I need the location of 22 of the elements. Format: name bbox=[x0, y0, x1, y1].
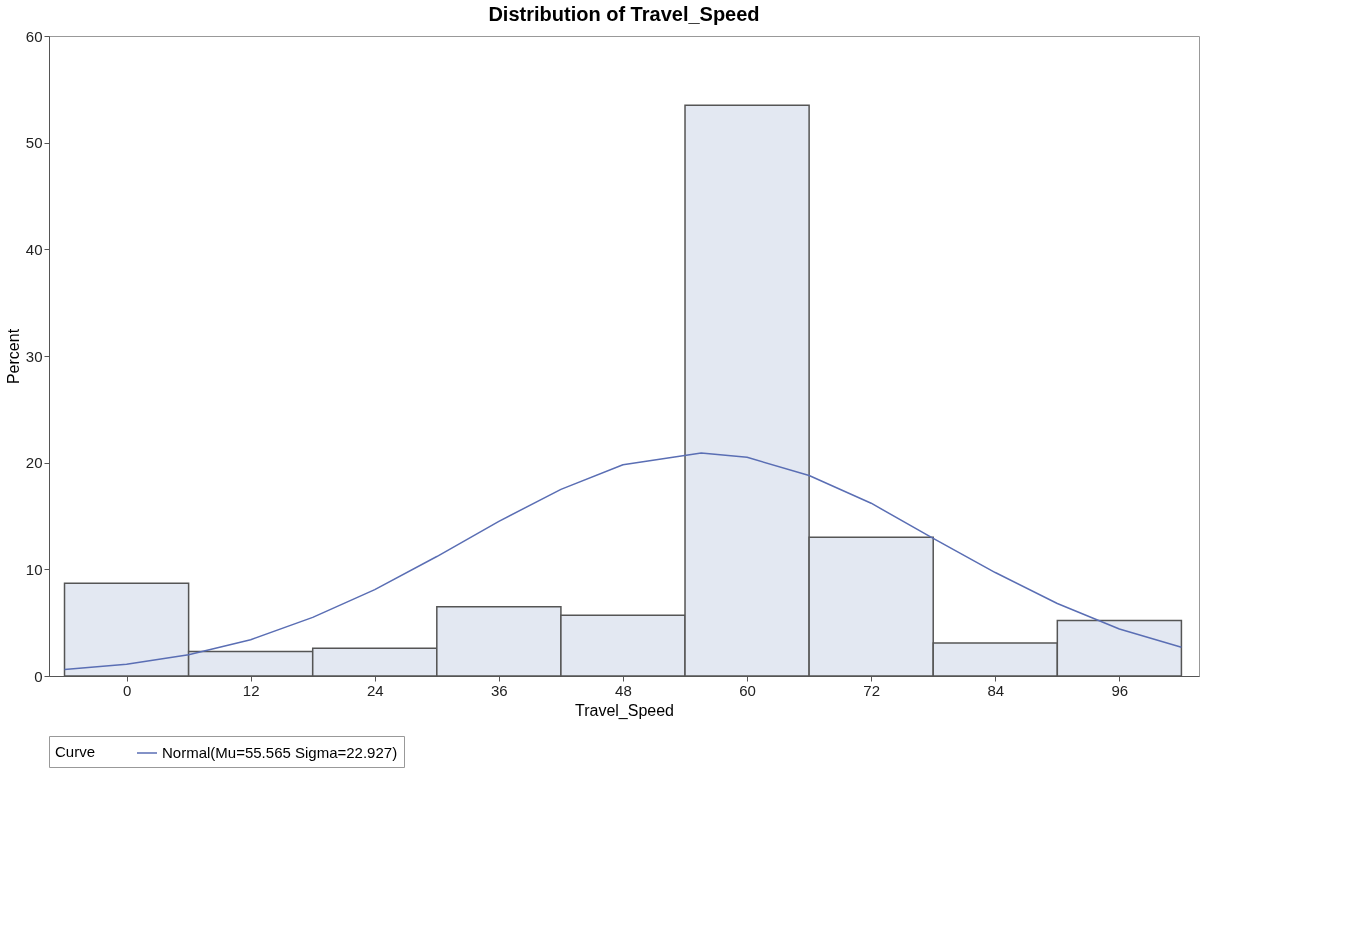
y-axis-title: Percent bbox=[4, 328, 22, 385]
y-tick-label: 50 bbox=[25, 134, 43, 152]
x-tick-label: 72 bbox=[863, 681, 881, 699]
x-tick-label: 36 bbox=[491, 681, 508, 699]
x-axis-title: Travel_Speed bbox=[574, 701, 675, 720]
legend-title: Curve bbox=[55, 743, 96, 760]
y-tick-label: 60 bbox=[25, 27, 43, 45]
x-tick-label: 24 bbox=[366, 681, 384, 699]
y-tick-label: 30 bbox=[25, 347, 43, 365]
line-series bbox=[63, 452, 1183, 671]
y-tick-label: 10 bbox=[25, 560, 43, 578]
y-tick-label: 20 bbox=[25, 454, 43, 472]
y-tick-label: 0 bbox=[34, 667, 43, 685]
x-tick-label: 12 bbox=[242, 681, 260, 699]
legend-label: Normal(Mu=55.565 Sigma=22.927) bbox=[162, 744, 398, 761]
y-tick-label: 40 bbox=[25, 240, 43, 258]
chart-title: Distribution of Travel_Speed bbox=[488, 3, 760, 25]
x-tick-label: 0 bbox=[122, 681, 132, 699]
x-tick-label: 96 bbox=[1111, 681, 1129, 699]
x-tick-label: 48 bbox=[615, 681, 632, 699]
x-tick-label: 84 bbox=[987, 681, 1005, 699]
x-tick-label: 60 bbox=[739, 681, 756, 699]
